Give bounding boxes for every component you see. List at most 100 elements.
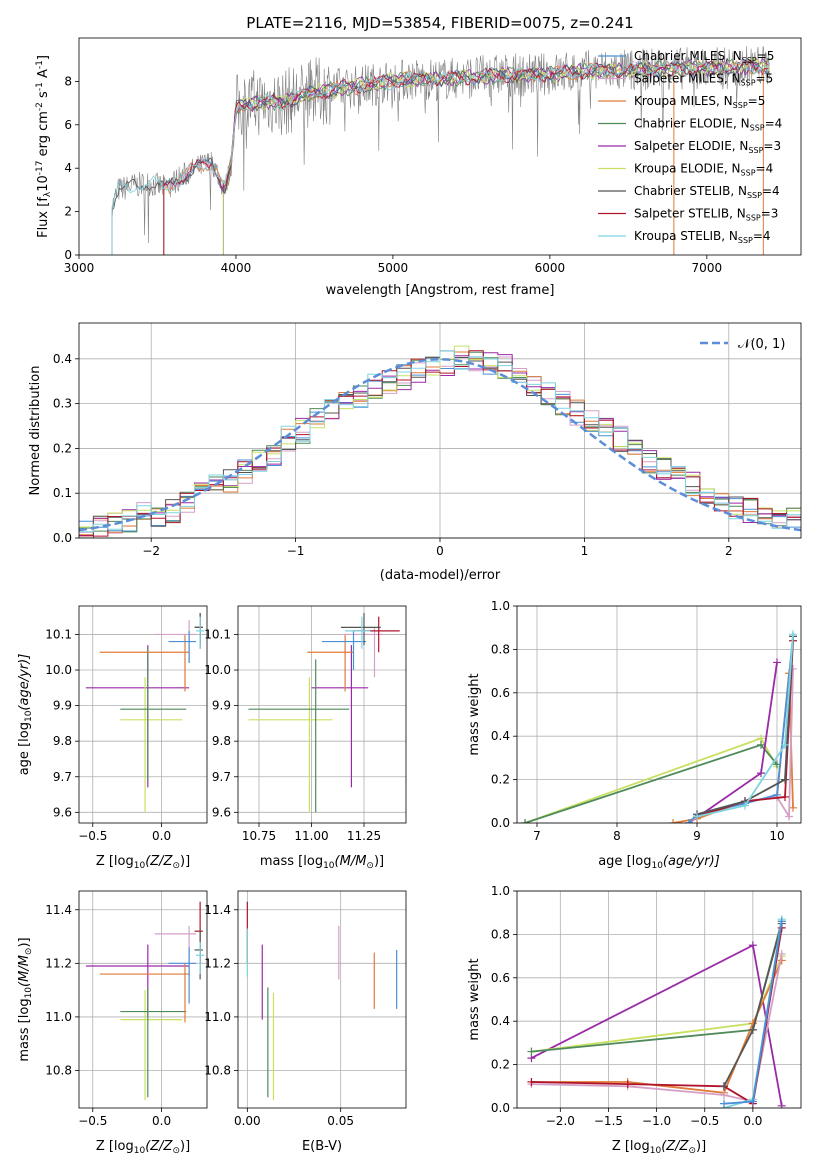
- y-tick-label: 0.4: [53, 352, 72, 366]
- axes-frame: [78, 37, 802, 256]
- legend-text: =5: [748, 94, 766, 108]
- x-axis-label: wavelength [Angstrom, rest frame]: [326, 283, 555, 298]
- model-spectrum-salpeter_stelib: [163, 59, 769, 255]
- legend-label-kroupa_miles: Kroupa MILES, NSSP=5: [634, 94, 765, 110]
- x-tick-label: 7000: [692, 261, 723, 275]
- legend-text: Kroupa MILES, N: [634, 94, 733, 108]
- legend-label-chabrier_elodie: Chabrier ELODIE, NSSP=4: [634, 117, 782, 133]
- legend-text: =5: [756, 72, 774, 86]
- x-axis-label: Z [log10(Z/Z⊙)]: [96, 854, 190, 871]
- legend-label-chabrier_miles: Chabrier MILES, NSSP=5: [634, 49, 774, 65]
- x-tick-label: 2: [725, 544, 733, 558]
- model-spectrum-kroupa_miles: [163, 58, 769, 255]
- weight-marker-salpeter_elodie: [773, 658, 781, 667]
- x-tick-label: 4000: [221, 261, 252, 275]
- x-tick-label: 10: [769, 829, 784, 843]
- y-tick-label: 0.8: [491, 642, 510, 656]
- legend-label-salpeter_stelib: Salpeter STELIB, NSSP=3: [634, 207, 778, 223]
- x-axis-label: (data-model)/error: [380, 568, 501, 583]
- label-sub: ⊙: [688, 1146, 696, 1156]
- y-label-part: erg cm: [36, 111, 51, 160]
- weight-marker-kroupa_stelib: [741, 801, 749, 810]
- plot-area: [111, 46, 771, 255]
- label-text: (age/yr)]: [17, 654, 32, 711]
- legend-text: =4: [762, 184, 780, 198]
- axes-frame: [516, 605, 802, 824]
- x-tick-label: −1: [287, 544, 305, 558]
- weight-marker-chabrier_elodie: [757, 740, 765, 749]
- y-tick-label: 0.4: [491, 729, 510, 743]
- y-tick-label: 10.1: [45, 627, 72, 641]
- spectrum-panel: 3000 4000 5000 6000 7000 0 2 4 6 8 wavelength [Ang…: [35, 37, 802, 298]
- weight-marker-kroupa_stelib: [789, 630, 797, 639]
- label-sub: 10: [323, 861, 335, 871]
- legend-text: Kroupa STELIB, N: [634, 229, 738, 243]
- y-axis-label: mass weight: [467, 958, 482, 1040]
- y-axis-label: Normed distribution: [28, 366, 43, 496]
- legend-text: =4: [765, 117, 783, 131]
- label-text: mass [log: [17, 998, 32, 1061]
- legend-label-kroupa_stelib: Kroupa STELIB, NSSP=4: [634, 229, 771, 245]
- age-vs-mass-panel: 10.75 11.00 11.25 9.6 9.7 9.8 9.9 10.0 10.1 mass …: [204, 605, 407, 871]
- model-spectrum-chabrier_stelib: [111, 60, 770, 255]
- y-tick-label: 9.9: [212, 699, 231, 713]
- label-text: )]: [696, 1139, 706, 1154]
- weight-marker-salpeter_elodie: [748, 941, 757, 950]
- legend-sub: SSP: [747, 191, 762, 200]
- y-label-exp: -1: [35, 82, 45, 91]
- legend-text: Chabrier ELODIE, N: [634, 117, 750, 131]
- axes-frame: [237, 890, 407, 1109]
- weight-marker-chabrier_miles: [719, 1099, 728, 1108]
- y-axis-label: mass weight: [467, 673, 482, 755]
- legend-sub: SSP: [742, 56, 757, 65]
- y-tick-label: 10.8: [204, 1063, 231, 1077]
- legend-text: Chabrier MILES, N: [634, 49, 742, 63]
- label-text: Z [log: [612, 1139, 650, 1154]
- y-tick-label: 11.2: [204, 956, 231, 970]
- label-text: (M/M: [17, 955, 32, 987]
- y-tick-label: 0.1: [53, 486, 72, 500]
- label-text: )]: [374, 854, 384, 869]
- histogram-kroupa_stelib: [79, 350, 801, 533]
- y-axis-label: age [log10(age/yr)]: [17, 654, 34, 776]
- label-sub: 10: [651, 861, 663, 871]
- residual-histogram-panel: −2 −1 0 1 2 0.0 0.1 0.2 0.3 0.4 𝒩(0, 1) (data-model…: [28, 322, 802, 583]
- y-tick-label: 0.6: [491, 971, 510, 985]
- x-tick-label: 8: [613, 829, 621, 843]
- legend-text: =4: [753, 229, 771, 243]
- age-vs-metallicity-panel: −0.5 0.09.69.79.89.910.010.1Z [log10(Z/Z⊙…: [17, 605, 208, 871]
- y-tick-label: 9.8: [212, 734, 231, 748]
- y-tick-label: 9.6: [212, 805, 231, 819]
- weight-marker-kroupa_stelib: [781, 740, 789, 749]
- y-label-part: ]: [36, 55, 51, 60]
- plot-area: [85, 901, 205, 1100]
- y-tick-label: 0: [64, 248, 72, 262]
- y-tick-label: 9.6: [53, 805, 72, 819]
- label-sub: ⊙: [366, 861, 374, 871]
- y-tick-label: 9.7: [53, 770, 72, 784]
- legend-text: Salpeter STELIB, N: [634, 207, 746, 221]
- label-text: )]: [180, 1139, 190, 1154]
- y-tick-label: 0.2: [491, 773, 510, 787]
- weight-marker-chabrier_stelib: [719, 1082, 728, 1091]
- legend-text: Chabrier STELIB, N: [634, 184, 747, 198]
- legend-sub: SSP: [741, 169, 756, 178]
- x-tick-label: 7: [533, 829, 541, 843]
- plot-area: [248, 613, 400, 813]
- plot-area: [527, 915, 786, 1108]
- weight-vs-metallicity-panel: −2.0 −1.5 −1.0 −0.5 0.0 0.0 0.2 0.4 0.6 0.8 1.0 Z […: [467, 884, 802, 1156]
- label-text: (Z/Z: [145, 1139, 173, 1154]
- x-tick-label: 0: [436, 544, 444, 558]
- x-tick-label: 0.0: [743, 1114, 762, 1128]
- y-tick-label: 0.8: [491, 927, 510, 941]
- legend-label-normal: 𝒩(0, 1): [738, 337, 785, 352]
- observed-spectrum-line: [111, 46, 770, 244]
- y-label-exp: -17: [35, 161, 45, 176]
- axes-frame: [78, 890, 208, 1109]
- label-sub: 10: [24, 710, 34, 722]
- x-tick-label: −1.5: [594, 1114, 623, 1128]
- label-text: E(B-V): [302, 1139, 342, 1154]
- x-axis-label: Z [log10(Z/Z⊙)]: [96, 1139, 190, 1156]
